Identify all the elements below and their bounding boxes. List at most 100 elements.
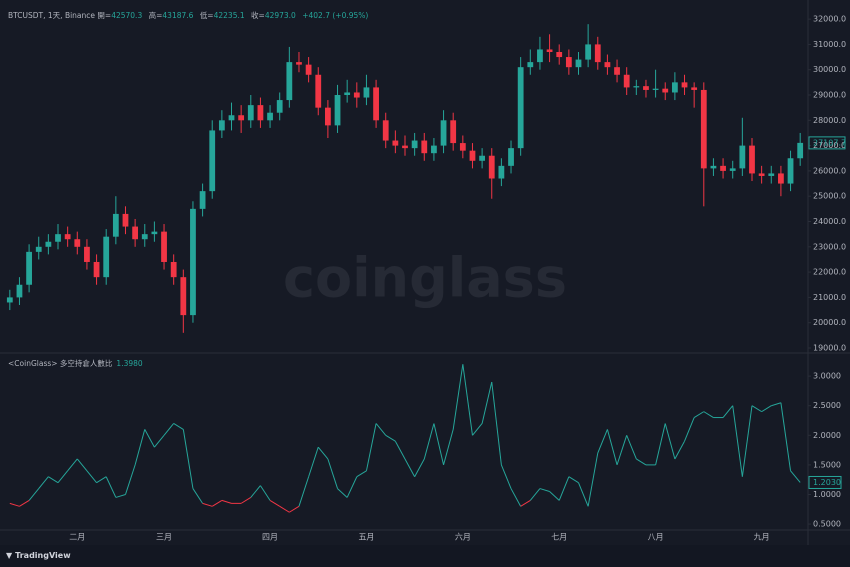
line-segment	[337, 488, 348, 498]
candle-body	[594, 44, 601, 63]
line-segment	[606, 429, 618, 466]
candle-body	[652, 88, 659, 90]
y-tick-label: 26000.0	[813, 166, 846, 175]
x-tick-label: 五月	[358, 533, 374, 542]
candle-body	[643, 86, 649, 90]
candle-body	[411, 140, 418, 149]
footer-bar	[0, 545, 850, 567]
line-segment	[761, 405, 772, 413]
y-tick-label: 20000.0	[813, 318, 846, 327]
price-tag	[808, 136, 846, 150]
change-value: +402.7 (+0.95%)	[302, 11, 369, 20]
candle-body	[305, 64, 312, 75]
candle-body	[778, 173, 784, 184]
line-segment	[202, 502, 213, 507]
line-segment	[655, 423, 666, 466]
line-segment	[510, 488, 522, 507]
price-tag-label: 27107.7	[813, 138, 846, 147]
line-segment	[86, 470, 97, 483]
line-segment	[182, 429, 194, 489]
candle-body	[450, 120, 457, 144]
logo-icon: ▼	[6, 551, 13, 560]
candle-body	[373, 87, 379, 121]
y-tick-label: 23000.0	[813, 242, 846, 251]
line-segment	[76, 458, 88, 472]
line-segment	[125, 464, 136, 495]
line-segment	[173, 423, 184, 430]
line-segment	[684, 417, 695, 442]
line-segment	[48, 476, 59, 484]
candle-body	[35, 246, 42, 252]
line-segment	[549, 491, 560, 501]
line-segment	[722, 405, 734, 418]
open-label: 開=	[97, 11, 112, 20]
candle-body	[363, 87, 370, 98]
high-value: 43187.6	[162, 11, 194, 20]
candle-body	[691, 87, 698, 90]
line-segment	[346, 476, 358, 498]
footer-logo[interactable]: ▼ TradingView	[6, 551, 71, 560]
candle-body	[758, 173, 765, 176]
line-segment	[751, 405, 762, 413]
line-segment	[732, 405, 743, 477]
candle-body	[26, 251, 32, 285]
line-segment	[452, 364, 464, 430]
open-value: 42570.3	[111, 11, 143, 20]
line-segment	[636, 458, 647, 466]
candle-body	[286, 62, 293, 101]
line-segment	[771, 402, 782, 407]
y-tick-label: 25000.0	[813, 192, 846, 201]
candle-body	[334, 95, 341, 126]
candle-body	[267, 112, 273, 121]
candle-body	[739, 145, 746, 169]
line-segment	[134, 429, 146, 466]
line-segment	[28, 488, 40, 501]
line-segment	[365, 423, 377, 471]
candle-body	[392, 140, 399, 146]
candle-body	[228, 115, 235, 121]
candle-body	[537, 49, 543, 63]
y-tick-label: 19000.0	[813, 344, 846, 353]
candle-body	[469, 150, 476, 161]
candle-body	[141, 234, 148, 240]
line-segment	[394, 440, 406, 460]
line-segment	[115, 494, 126, 498]
line-segment	[154, 434, 165, 448]
candle-body	[93, 261, 100, 278]
line-segment	[597, 429, 608, 454]
line-segment	[472, 423, 483, 436]
line-segment	[317, 446, 329, 460]
candle-body	[700, 89, 707, 169]
y-tick-label: 30000.0	[813, 65, 846, 74]
candle-body	[671, 82, 678, 93]
y-tick-label: 24000.0	[813, 217, 846, 226]
candle-body	[74, 239, 81, 247]
header: BTCUSDT, 1天, Binance 開=42570.3 高=43187.6…	[8, 10, 372, 21]
candle-body	[353, 92, 360, 98]
candle-body	[190, 208, 196, 316]
y-tick-label: 1.0000	[813, 490, 841, 499]
line-segment	[404, 458, 416, 477]
low-value: 42235.1	[213, 11, 245, 20]
candle-body	[64, 234, 71, 240]
candle-body	[199, 191, 206, 209]
indicator-title: <CoinGlass> 多空持倉人數比	[8, 359, 113, 368]
line-segment	[520, 499, 531, 507]
x-tick-label: 九月	[754, 533, 770, 542]
candle-body	[662, 88, 669, 93]
candle-body	[132, 226, 139, 240]
candle-body	[180, 277, 187, 316]
line-segment	[693, 411, 705, 418]
candle-body	[431, 145, 437, 154]
x-tick-label: 八月	[648, 533, 664, 542]
candle-body	[122, 213, 129, 227]
symbol: BTCUSDT, 1天, Binance	[8, 11, 96, 20]
line-segment	[500, 464, 512, 489]
low-label: 低=	[199, 11, 214, 20]
candle-body	[720, 165, 726, 171]
candle-body	[488, 155, 495, 179]
line-segment	[578, 482, 589, 507]
y-tick-label: 31000.0	[813, 40, 846, 49]
candle-body	[170, 261, 177, 278]
candle-body	[247, 105, 254, 121]
